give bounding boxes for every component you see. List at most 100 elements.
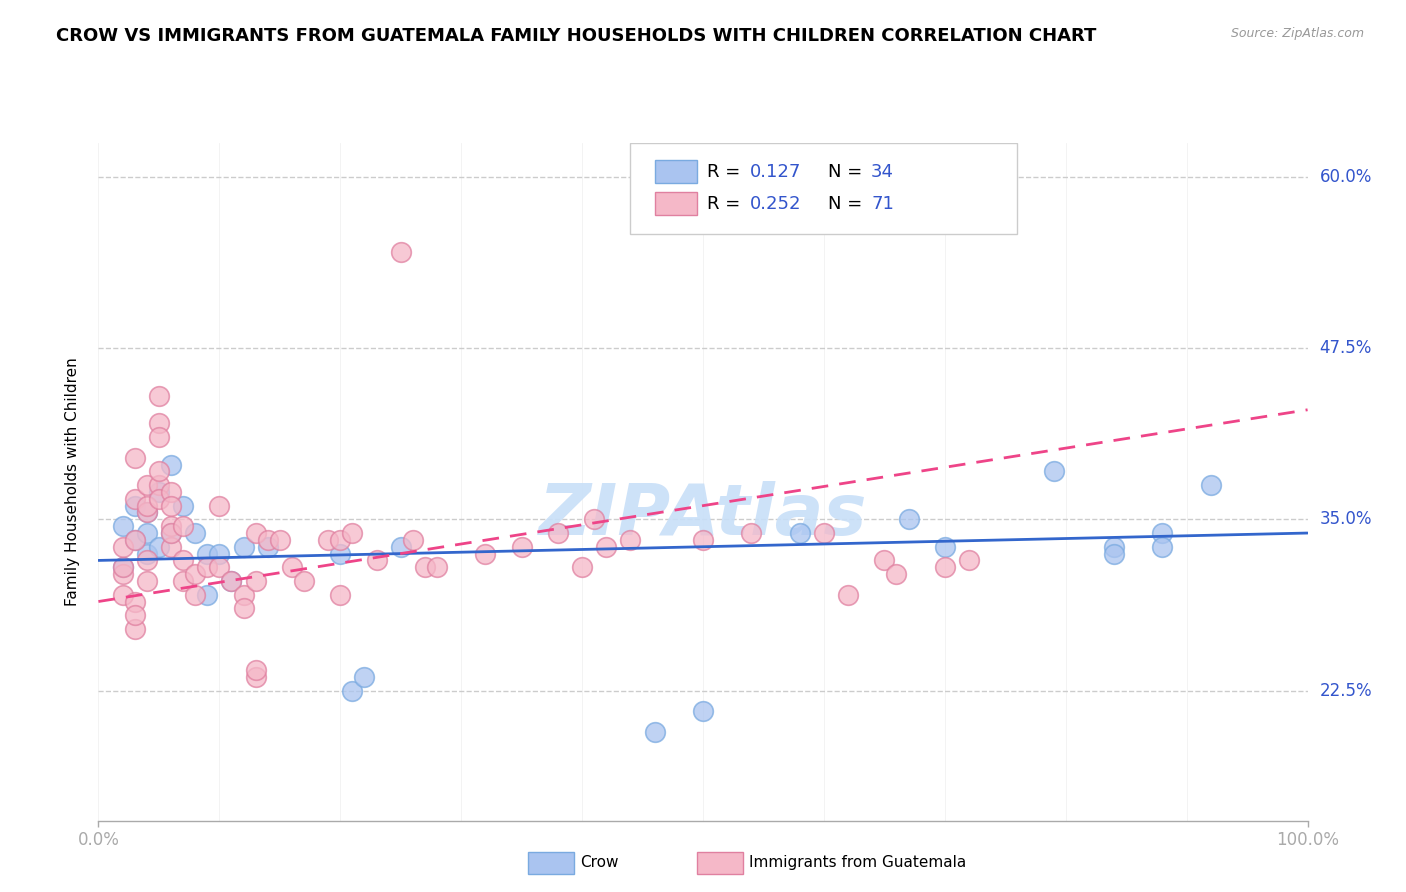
Text: Crow: Crow: [579, 855, 619, 871]
Point: [148, 464, 170, 478]
Point: [329, 547, 352, 561]
Point: [124, 594, 146, 608]
Text: N =: N =: [828, 194, 868, 212]
Text: CROW VS IMMIGRANTS FROM GUATEMALA FAMILY HOUSEHOLDS WITH CHILDREN CORRELATION CH: CROW VS IMMIGRANTS FROM GUATEMALA FAMILY…: [56, 27, 1097, 45]
Point: [342, 683, 364, 698]
Text: R =: R =: [707, 194, 745, 212]
Point: [124, 533, 146, 547]
Point: [813, 526, 835, 541]
Text: 22.5%: 22.5%: [1320, 681, 1372, 699]
Point: [595, 540, 617, 554]
Point: [232, 588, 254, 602]
Point: [124, 450, 146, 465]
Point: [1102, 547, 1125, 561]
Point: [353, 670, 375, 684]
Point: [644, 724, 666, 739]
Text: R =: R =: [707, 162, 745, 180]
Point: [1102, 540, 1125, 554]
Point: [1152, 526, 1174, 541]
Point: [111, 519, 134, 533]
FancyBboxPatch shape: [630, 143, 1018, 235]
Point: [148, 478, 170, 492]
Point: [172, 499, 194, 513]
Point: [135, 553, 157, 567]
Point: [184, 567, 207, 582]
Point: [692, 533, 714, 547]
Point: [184, 526, 207, 541]
Text: 35.0%: 35.0%: [1320, 510, 1372, 528]
Point: [957, 553, 980, 567]
Point: [148, 430, 170, 444]
Point: [135, 547, 157, 561]
Point: [256, 540, 278, 554]
Point: [342, 526, 364, 541]
Point: [245, 526, 267, 541]
Point: [111, 560, 134, 574]
Point: [571, 560, 593, 574]
Text: ZIPAtlas: ZIPAtlas: [538, 481, 868, 550]
Point: [897, 512, 920, 526]
Point: [619, 533, 641, 547]
Bar: [527, 852, 574, 873]
Text: 0.127: 0.127: [751, 162, 801, 180]
Text: 47.5%: 47.5%: [1320, 339, 1372, 357]
Point: [221, 574, 243, 588]
Point: [221, 574, 243, 588]
Point: [148, 485, 170, 500]
Point: [583, 512, 606, 526]
Point: [389, 540, 412, 554]
Point: [135, 478, 157, 492]
Point: [160, 458, 183, 472]
Point: [208, 560, 231, 574]
Point: [474, 547, 496, 561]
Point: [329, 588, 352, 602]
Point: [740, 526, 762, 541]
Point: [135, 506, 157, 520]
Point: [208, 547, 231, 561]
Point: [148, 540, 170, 554]
Point: [837, 588, 859, 602]
Point: [366, 553, 388, 567]
Point: [172, 574, 194, 588]
Y-axis label: Family Households with Children: Family Households with Children: [65, 358, 80, 606]
Point: [124, 608, 146, 623]
Point: [789, 526, 811, 541]
Point: [148, 491, 170, 506]
Text: 34: 34: [872, 162, 894, 180]
Point: [292, 574, 315, 588]
Point: [245, 574, 267, 588]
Text: 71: 71: [872, 194, 894, 212]
Point: [160, 519, 183, 533]
Point: [886, 567, 908, 582]
Point: [135, 526, 157, 541]
Point: [195, 588, 218, 602]
Point: [692, 704, 714, 718]
Point: [160, 499, 183, 513]
Point: [160, 485, 183, 500]
Point: [124, 491, 146, 506]
Point: [1042, 464, 1064, 478]
Point: [135, 506, 157, 520]
Text: Immigrants from Guatemala: Immigrants from Guatemala: [749, 855, 966, 871]
Point: [245, 670, 267, 684]
Point: [1199, 478, 1222, 492]
Point: [413, 560, 436, 574]
Point: [148, 417, 170, 431]
Text: Source: ZipAtlas.com: Source: ZipAtlas.com: [1230, 27, 1364, 40]
Text: N =: N =: [828, 162, 868, 180]
Point: [124, 499, 146, 513]
Point: [934, 540, 956, 554]
Point: [329, 533, 352, 547]
Point: [172, 519, 194, 533]
Point: [1152, 540, 1174, 554]
Point: [160, 526, 183, 541]
Point: [111, 567, 134, 582]
Point: [160, 526, 183, 541]
Point: [124, 622, 146, 636]
Point: [135, 499, 157, 513]
Point: [426, 560, 449, 574]
Point: [245, 663, 267, 677]
Point: [281, 560, 304, 574]
Point: [934, 560, 956, 574]
Point: [208, 499, 231, 513]
